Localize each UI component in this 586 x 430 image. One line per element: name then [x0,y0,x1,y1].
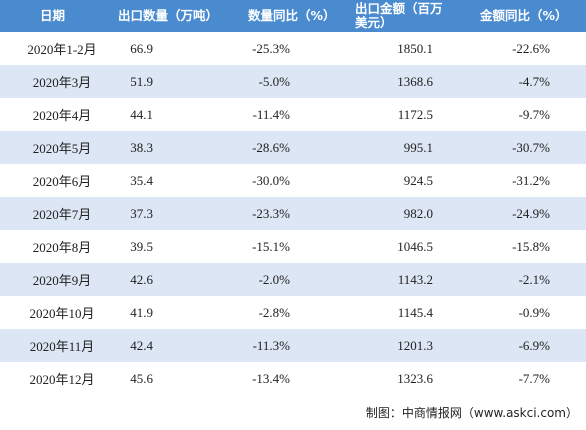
value-cell: -31.2% [512,172,550,188]
date-cell: 2020年4月 [32,108,92,123]
value-cell: -15.1% [252,238,290,254]
value-cell: -22.6% [512,40,550,56]
value-cell: 1850.1 [397,40,433,56]
value-cell: -2.8% [258,304,290,320]
value-cell: 66.9 [130,40,153,56]
value-cell: 982.0 [403,205,433,221]
header-cell: 日期 [40,8,66,23]
value-cell: 995.1 [403,139,433,155]
date-cell: 2020年12月 [29,372,95,387]
value-cell: -25.3% [252,40,290,56]
value-cell: -11.3% [252,337,290,353]
header-cell: 金额同比（%） [480,8,568,23]
value-cell: -23.3% [252,205,290,221]
value-cell: 42.4 [130,337,153,353]
header-row: 日期 出口数量（万吨） 数量同比（%） 出口金额（百万美元） 金额同比（%） [0,0,586,32]
value-cell: -2.1% [518,271,550,287]
footer: 制图：中商情报网（www.askci.com） [365,406,578,420]
value-cell: -15.8% [512,238,550,254]
value-cell: -30.0% [252,172,290,188]
value-cell: -24.9% [512,205,550,221]
date-cell: 2020年9月 [32,273,92,288]
value-cell: 1145.4 [397,304,433,320]
value-cell: -11.4% [252,106,290,122]
value-cell: 42.6 [130,271,153,287]
value-cell: -0.9% [518,304,550,320]
value-cell: -28.6% [252,139,290,155]
value-cell: 924.5 [403,172,433,188]
value-cell: -5.0% [258,73,290,89]
value-cell: 51.9 [130,73,153,89]
date-cell: 2020年1-2月 [27,42,97,57]
value-cell: -30.7% [512,139,550,155]
date-cell: 2020年10月 [29,306,95,321]
value-cell: 41.9 [130,304,153,320]
value-cell: -6.9% [518,337,550,353]
date-cell: 2020年8月 [32,240,92,255]
table-row: 2020年3月 51.9 -5.0% 1368.6 -4.7% [0,65,586,98]
value-cell: 1323.6 [397,370,433,386]
value-cell: 1143.2 [397,271,433,287]
date-cell: 2020年6月 [32,174,92,189]
value-cell: 1201.3 [397,337,433,353]
header-cell: 出口金额（百万美元） [355,1,443,30]
value-cell: -9.7% [518,106,550,122]
table-row: 2020年12月 45.6 -13.4% 1323.6 -7.7% [0,362,586,395]
table-row: 2020年6月 35.4 -30.0% 924.5 -31.2% [0,164,586,197]
value-cell: -4.7% [518,73,550,89]
table-row: 2020年8月 39.5 -15.1% 1046.5 -15.8% [0,230,586,263]
value-cell: 44.1 [130,106,153,122]
value-cell: 38.3 [130,139,153,155]
table-row: 2020年7月 37.3 -23.3% 982.0 -24.9% [0,197,586,230]
date-cell: 2020年3月 [32,75,92,90]
date-cell: 2020年7月 [32,207,92,222]
table-row: 2020年4月 44.1 -11.4% 1172.5 -9.7% [0,98,586,131]
value-cell: 1046.5 [397,238,433,254]
table-row: 2020年5月 38.3 -28.6% 995.1 -30.7% [0,131,586,164]
value-cell: 37.3 [130,205,153,221]
value-cell: 45.6 [130,370,153,386]
header-cell: 数量同比（%） [248,8,336,23]
date-cell: 2020年5月 [32,141,92,156]
header-cell: 出口数量（万吨） [118,8,219,23]
table-row: 2020年1-2月 66.9 -25.3% 1850.1 -22.6% [0,32,586,65]
table-row: 2020年10月 41.9 -2.8% 1145.4 -0.9% [0,296,586,329]
table-row: 2020年11月 42.4 -11.3% 1201.3 -6.9% [0,329,586,362]
value-cell: -7.7% [518,370,550,386]
value-cell: 1368.6 [397,73,433,89]
value-cell: 1172.5 [397,106,433,122]
table-row: 2020年9月 42.6 -2.0% 1143.2 -2.1% [0,263,586,296]
date-cell: 2020年11月 [29,339,95,354]
value-cell: 39.5 [130,238,153,254]
value-cell: -2.0% [258,271,290,287]
value-cell: 35.4 [130,172,153,188]
value-cell: -13.4% [252,370,290,386]
